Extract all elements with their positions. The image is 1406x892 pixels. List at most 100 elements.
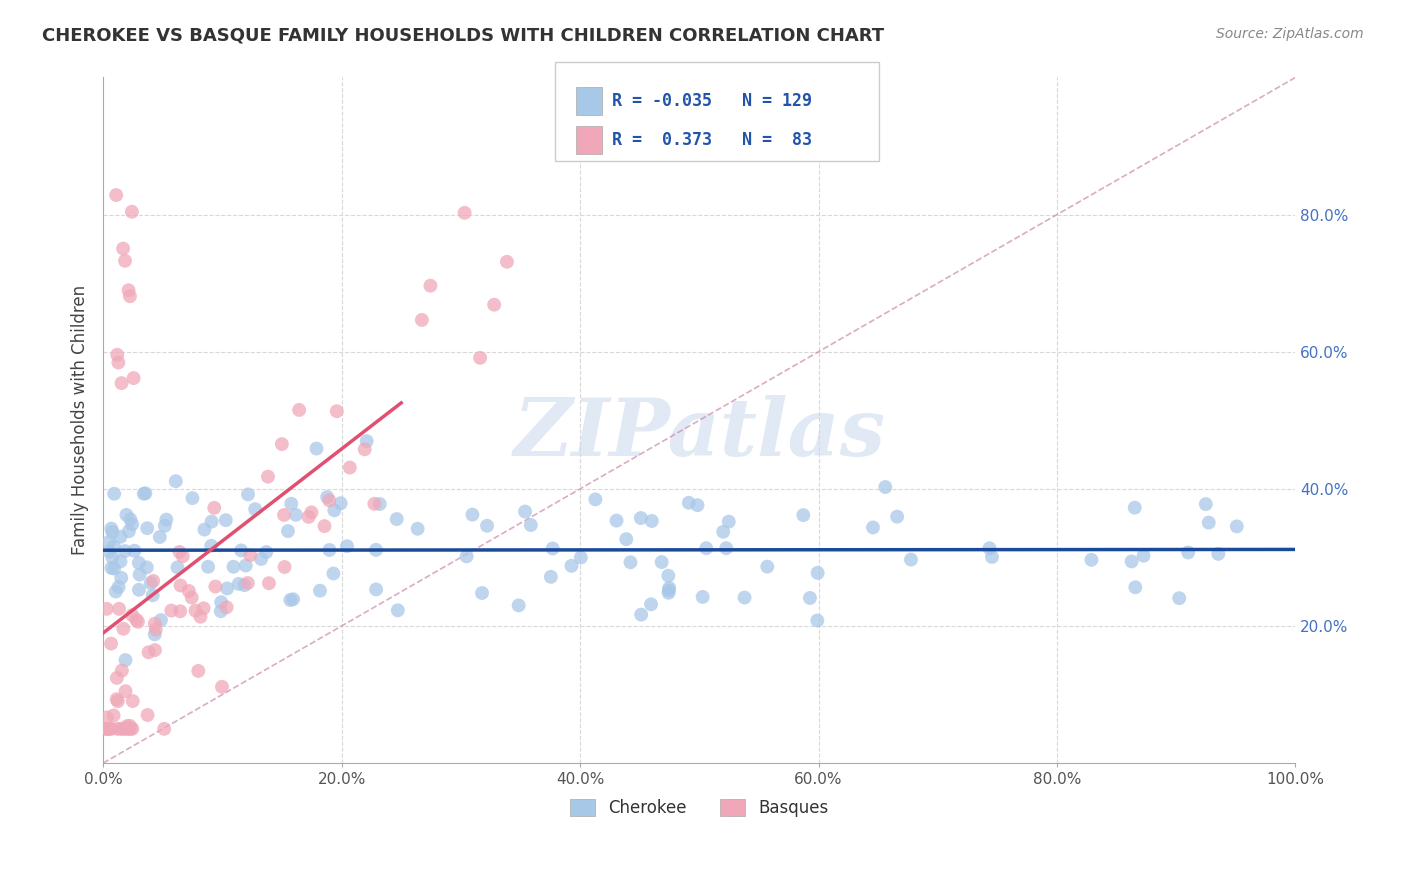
Point — [318, 493, 340, 508]
Point — [180, 591, 202, 605]
Point — [100, 722, 122, 736]
Point — [155, 513, 177, 527]
Point — [121, 608, 143, 623]
Point — [756, 559, 779, 574]
Point — [281, 592, 304, 607]
Point — [875, 480, 897, 494]
Point — [143, 627, 166, 641]
Point — [115, 722, 138, 736]
Point — [651, 555, 673, 569]
Point — [862, 520, 884, 534]
Point — [209, 595, 232, 609]
Point — [461, 508, 484, 522]
Point — [105, 348, 128, 362]
Point — [166, 560, 188, 574]
Point — [364, 542, 387, 557]
Point — [200, 539, 222, 553]
Point — [111, 722, 134, 736]
Point — [96, 722, 118, 736]
Point — [204, 580, 226, 594]
Point — [112, 622, 135, 636]
Point — [243, 502, 266, 516]
Point — [508, 599, 530, 613]
Point — [142, 574, 165, 588]
Point — [139, 576, 162, 591]
Point — [103, 708, 125, 723]
Point — [128, 582, 150, 597]
Point — [105, 722, 128, 736]
Point — [217, 582, 239, 596]
Point — [280, 593, 302, 607]
Point — [309, 583, 332, 598]
Point — [202, 500, 225, 515]
Point — [142, 588, 165, 602]
Point — [193, 523, 215, 537]
Point — [658, 583, 681, 598]
Point — [364, 582, 387, 597]
Point — [122, 371, 145, 385]
Point — [114, 253, 136, 268]
Point — [323, 503, 346, 517]
Point — [900, 552, 922, 566]
Point — [117, 722, 139, 736]
Point — [326, 404, 349, 418]
Point — [513, 504, 536, 518]
Point — [110, 530, 132, 544]
Point — [314, 519, 336, 533]
Point — [695, 541, 717, 556]
Point — [153, 722, 176, 736]
Point — [233, 578, 256, 592]
Point — [619, 555, 641, 569]
Point — [640, 597, 662, 611]
Point — [254, 545, 277, 559]
Point — [1121, 554, 1143, 568]
Point — [197, 559, 219, 574]
Point — [96, 722, 118, 736]
Point — [614, 532, 637, 546]
Point — [979, 541, 1001, 556]
Point — [520, 518, 543, 533]
Point — [273, 560, 295, 574]
Point — [569, 550, 592, 565]
Point — [103, 487, 125, 501]
Point — [387, 603, 409, 617]
Point — [886, 509, 908, 524]
Point — [257, 469, 280, 483]
Point — [96, 602, 118, 616]
Point — [807, 566, 830, 580]
Point — [540, 570, 562, 584]
Point — [107, 580, 129, 594]
Point — [100, 561, 122, 575]
Point — [110, 376, 132, 390]
Point — [686, 498, 709, 512]
Point — [215, 513, 238, 527]
Point — [692, 590, 714, 604]
Point — [132, 487, 155, 501]
Point — [160, 603, 183, 617]
Point — [127, 615, 149, 629]
Point — [641, 514, 664, 528]
Point — [177, 584, 200, 599]
Point — [792, 508, 814, 522]
Point — [201, 515, 224, 529]
Point — [630, 511, 652, 525]
Point — [100, 637, 122, 651]
Point — [110, 554, 132, 568]
Point — [316, 490, 339, 504]
Point — [356, 434, 378, 449]
Text: R =  0.373   N =  83: R = 0.373 N = 83 — [612, 131, 811, 149]
Point — [239, 548, 262, 562]
Point — [98, 544, 121, 558]
Point — [1123, 500, 1146, 515]
Point — [96, 722, 118, 736]
Point — [103, 540, 125, 554]
Point — [482, 298, 505, 312]
Point — [138, 645, 160, 659]
Point — [153, 518, 176, 533]
Point — [121, 517, 143, 532]
Point — [1168, 591, 1191, 606]
Point — [190, 609, 212, 624]
Point — [606, 514, 628, 528]
Point — [298, 509, 321, 524]
Point — [799, 591, 821, 605]
